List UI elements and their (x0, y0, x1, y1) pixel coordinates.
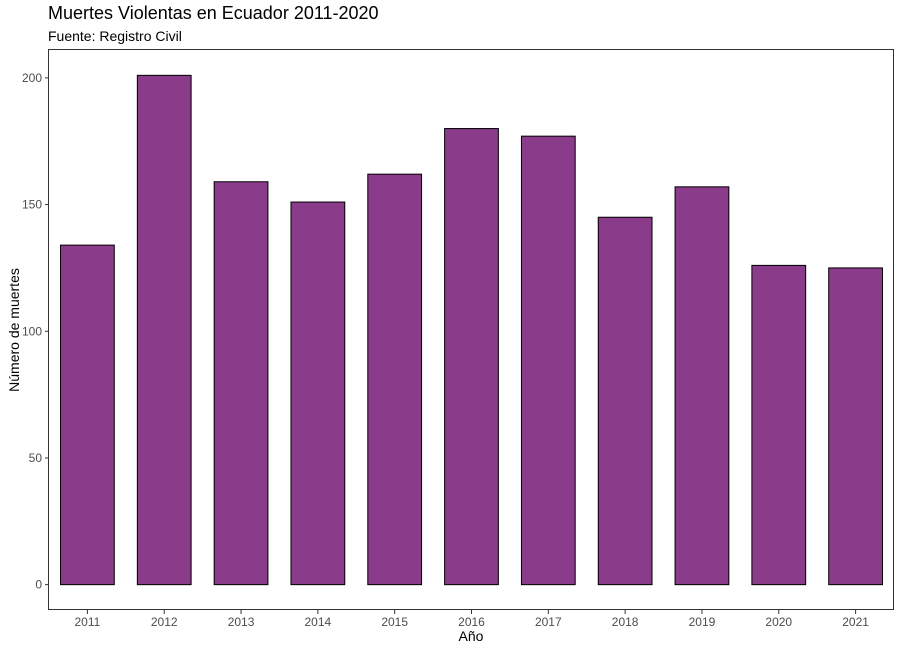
x-tick-label: 2017 (535, 615, 562, 629)
x-tick-label: 2021 (842, 615, 869, 629)
plot-panel (48, 49, 894, 610)
bar-2020 (751, 264, 807, 586)
y-tick-label: 50 (29, 451, 43, 465)
y-tick-label: 150 (22, 198, 42, 212)
bar-2016 (444, 128, 499, 586)
x-tick-label: 2014 (305, 615, 332, 629)
y-tick-label: 200 (22, 71, 42, 85)
x-tick-label: 2018 (612, 615, 639, 629)
bar-2011 (60, 244, 115, 586)
y-axis-title: Número de muertes (6, 268, 22, 392)
x-tick-label: 2015 (381, 615, 408, 629)
bar-group (60, 74, 883, 586)
x-tick-label: 2019 (689, 615, 716, 629)
bar-2018 (597, 216, 653, 586)
bar-2013 (213, 181, 269, 586)
bar-2015 (367, 173, 423, 586)
x-axis: 2011 2012 2013 2014 2015 2016 2017 2018 2019 2020… (75, 610, 869, 629)
bar-2021 (828, 267, 883, 586)
y-axis: 0 50 100 150 200 (22, 71, 49, 592)
bar-2014 (290, 201, 346, 586)
chart-title: Muertes Violentas en Ecuador 2011-2020 (48, 3, 379, 23)
x-tick-label: 2011 (75, 615, 101, 629)
bar-2019 (674, 186, 730, 586)
bar-2017 (520, 135, 576, 586)
chart-subtitle: Fuente: Registro Civil (48, 28, 182, 44)
x-axis-title: Año (459, 628, 484, 644)
y-tick-label: 100 (22, 324, 42, 338)
x-tick-label: 2016 (458, 615, 485, 629)
x-tick-label: 2012 (151, 615, 178, 629)
x-tick-label: 2013 (228, 615, 255, 629)
y-tick-label: 0 (35, 578, 42, 592)
x-tick-label: 2020 (765, 615, 792, 629)
bar-2012 (136, 74, 192, 586)
